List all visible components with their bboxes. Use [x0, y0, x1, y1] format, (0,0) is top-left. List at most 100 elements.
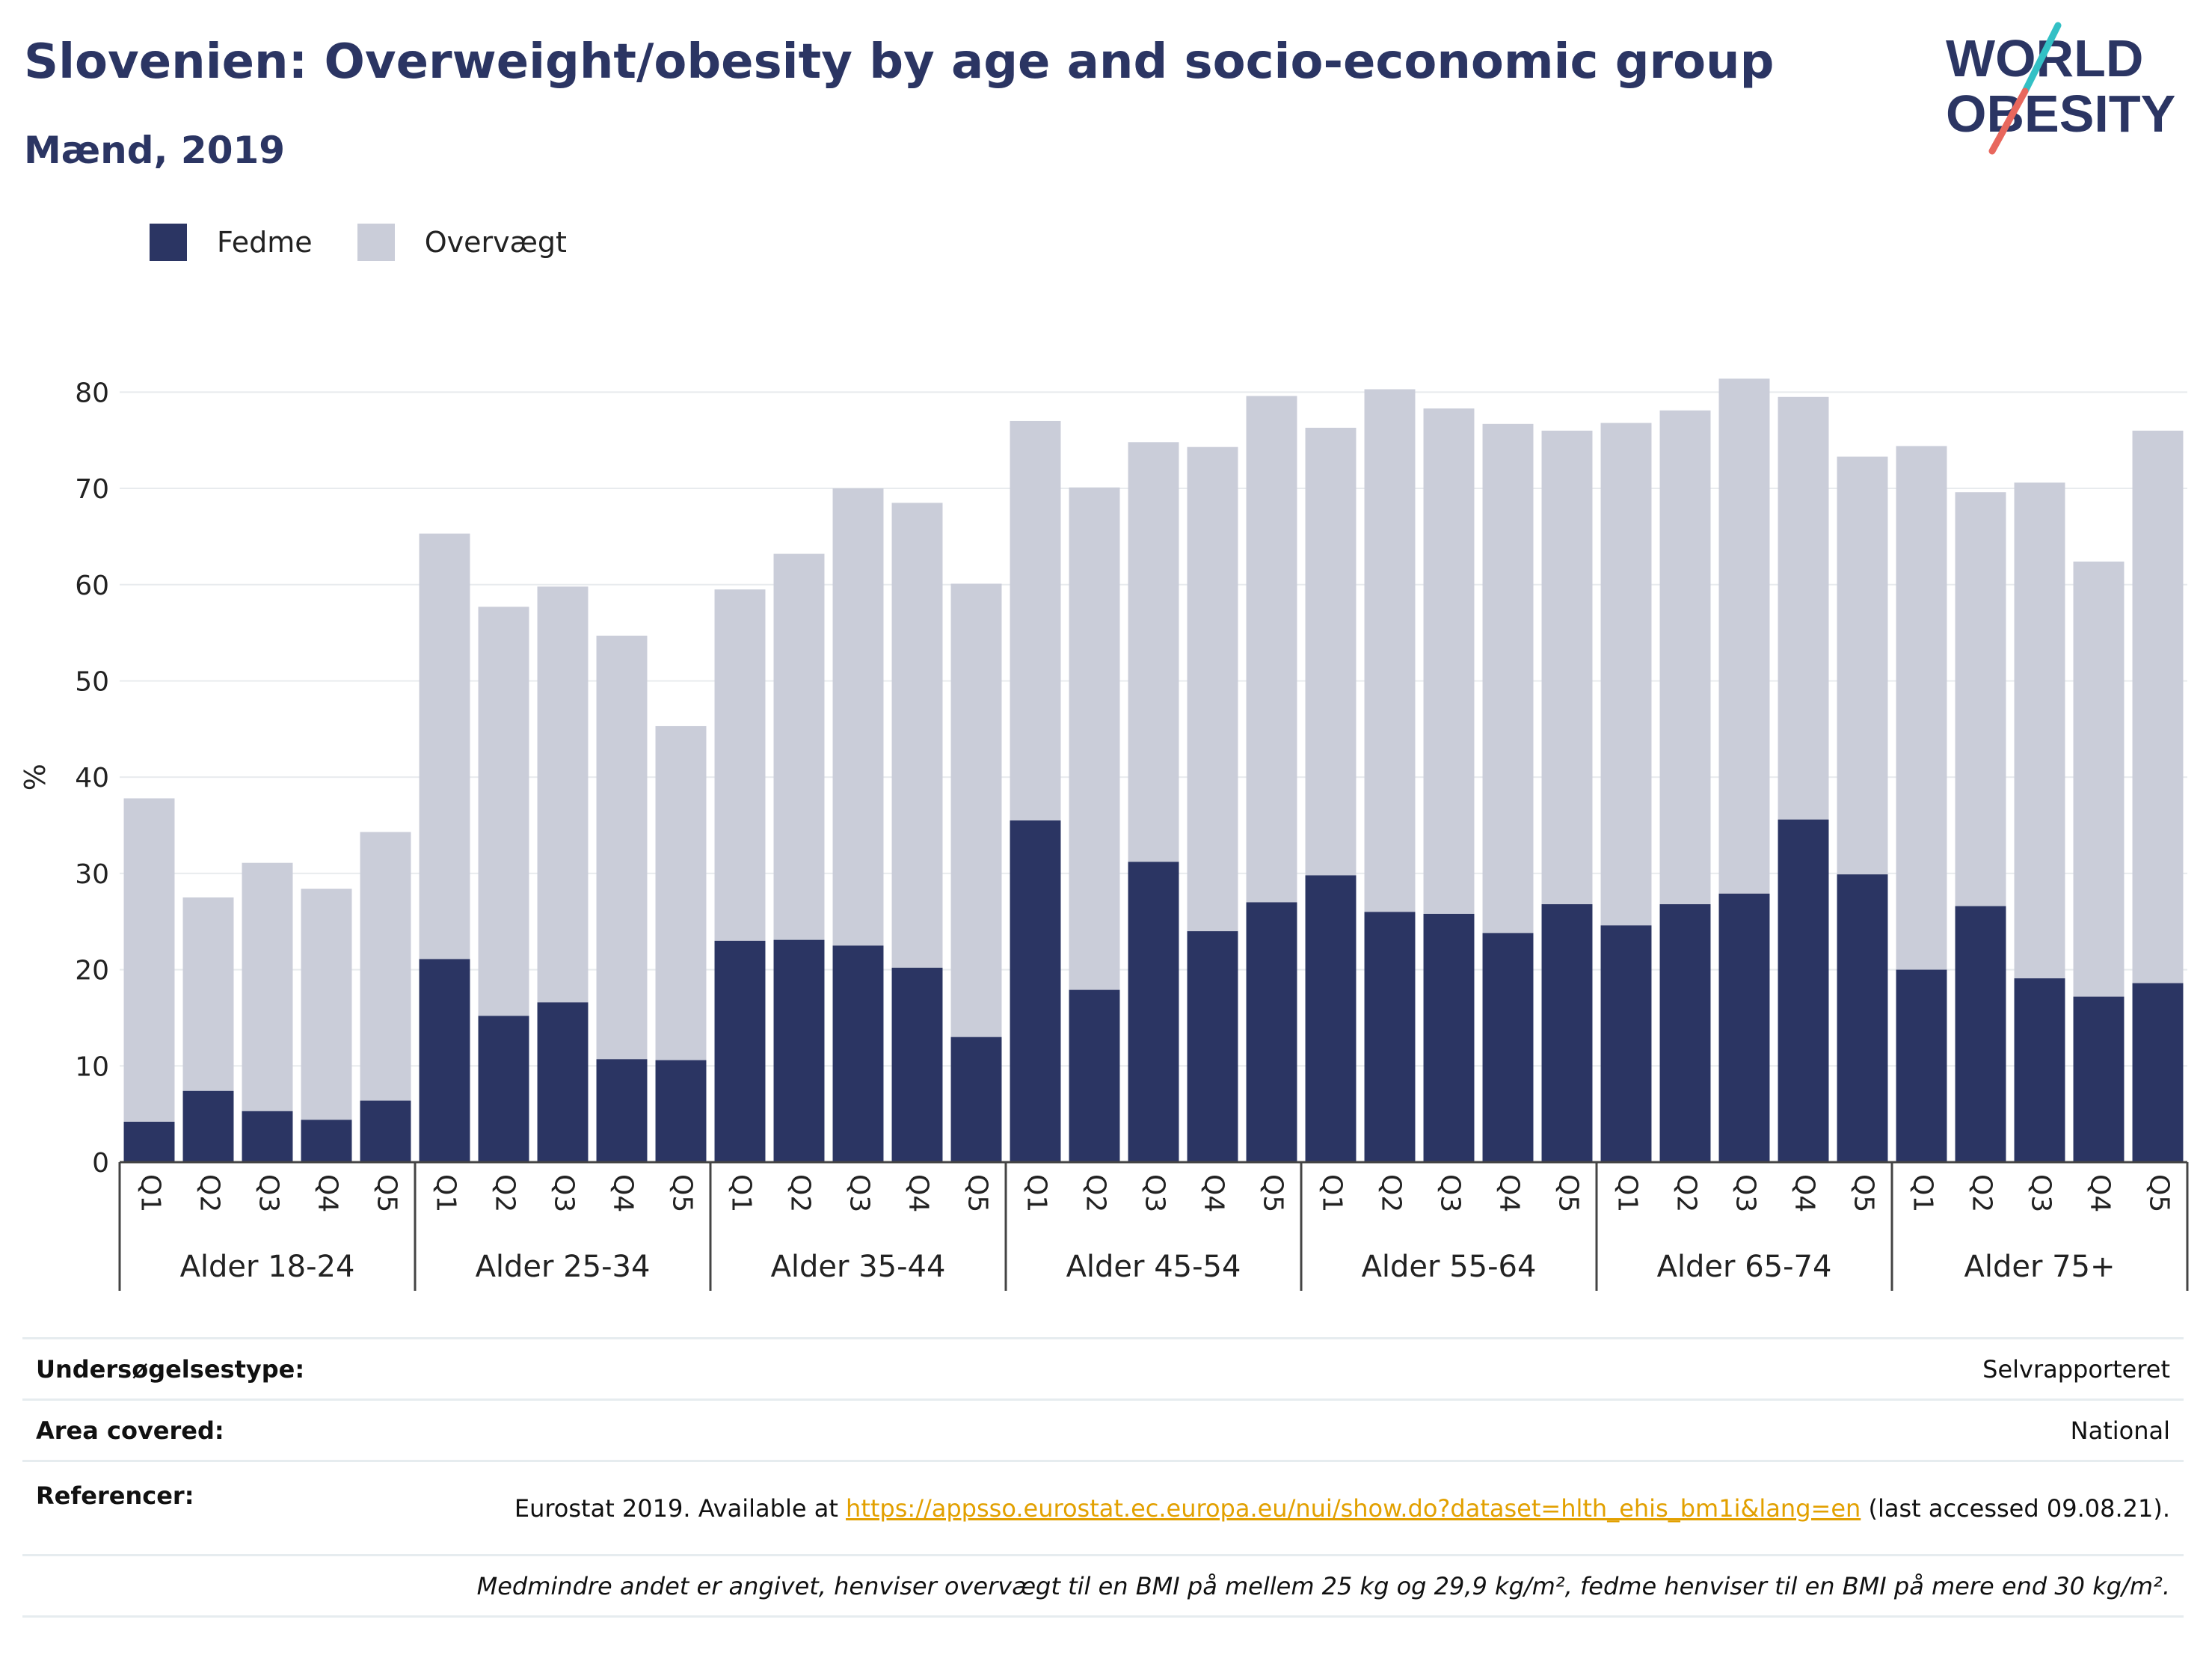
- x-tick-label: Q5: [1553, 1174, 1584, 1212]
- survey-type-value: Selvrapporteret: [345, 1337, 2184, 1400]
- bar-overvaegt: [2014, 482, 2065, 979]
- y-tick-label: 10: [75, 1051, 109, 1082]
- bar-fedme: [1305, 875, 1357, 1162]
- x-tick-label: Q1: [1021, 1174, 1052, 1212]
- bar-overvaegt: [773, 553, 825, 940]
- bar-fedme: [1482, 933, 1534, 1162]
- x-tick-label: Q4: [2085, 1174, 2116, 1212]
- bar-overvaegt: [596, 635, 648, 1060]
- y-tick-label: 60: [75, 571, 109, 601]
- bar-overvaegt: [950, 583, 1002, 1037]
- bar-overvaegt: [2073, 561, 2125, 997]
- info-row-references: Referencer: Eurostat 2019. Available at …: [22, 1460, 2184, 1556]
- bar-overvaegt: [1955, 492, 2006, 906]
- x-tick-label: Q2: [1081, 1174, 1111, 1212]
- logo-word-obesity: OBESITY: [1946, 85, 2175, 143]
- bar-overvaegt: [537, 586, 589, 1003]
- bar-overvaegt: [2132, 430, 2184, 983]
- bar-overvaegt: [123, 798, 175, 1122]
- bar-fedme: [2132, 983, 2184, 1162]
- bar-overvaegt: [182, 897, 234, 1091]
- bar-fedme: [1010, 820, 1061, 1162]
- bar-fedme: [1778, 819, 1829, 1162]
- group-label: Alder 55-64: [1362, 1250, 1537, 1284]
- bar-fedme: [182, 1090, 234, 1162]
- legend-item-fedme[interactable]: Fedme: [150, 224, 313, 261]
- bar-overvaegt: [655, 725, 707, 1060]
- x-tick-label: Q1: [726, 1174, 757, 1212]
- x-tick-label: Q3: [844, 1174, 875, 1212]
- y-tick-label: 80: [75, 378, 109, 408]
- x-tick-label: Q2: [1967, 1174, 1997, 1212]
- bar-fedme: [1069, 989, 1120, 1162]
- bar-overvaegt: [1128, 442, 1179, 862]
- bar-fedme: [714, 940, 766, 1162]
- chart-legend: Fedme Overvægt: [150, 221, 612, 263]
- bar-overvaegt: [1778, 396, 1829, 820]
- info-table: Undersøgelsestype: Selvrapporteret Area …: [22, 1337, 2184, 1618]
- bar-fedme: [478, 1016, 529, 1162]
- group-label: Alder 18-24: [180, 1250, 355, 1284]
- bar-overvaegt: [1659, 410, 1711, 905]
- legend-label-overvaegt: Overvægt: [424, 226, 567, 259]
- x-tick-label: Q1: [1317, 1174, 1348, 1212]
- x-tick-label: Q1: [135, 1174, 166, 1212]
- x-tick-label: Q5: [1258, 1174, 1288, 1212]
- group-label: Alder 65-74: [1657, 1250, 1832, 1284]
- bar-overvaegt: [478, 607, 529, 1016]
- bar-overvaegt: [419, 533, 470, 959]
- bar-overvaegt: [360, 832, 411, 1101]
- group-label: Alder 45-54: [1066, 1250, 1241, 1284]
- bar-overvaegt: [1069, 487, 1120, 990]
- x-tick-label: Q2: [785, 1174, 816, 1212]
- bar-overvaegt: [891, 503, 943, 968]
- y-tick-label: 50: [75, 666, 109, 697]
- bar-fedme: [1128, 862, 1179, 1162]
- info-row-area: Area covered: National: [22, 1398, 2184, 1461]
- bar-fedme: [123, 1121, 175, 1162]
- bar-overvaegt: [1246, 396, 1297, 903]
- x-tick-label: Q5: [962, 1174, 993, 1212]
- bar-fedme: [242, 1111, 293, 1162]
- legend-swatch-fedme: [150, 224, 187, 261]
- x-tick-label: Q3: [1140, 1174, 1170, 1212]
- x-tick-label: Q2: [1376, 1174, 1407, 1212]
- area-covered-value: National: [345, 1398, 2184, 1461]
- area-covered-label: Area covered:: [22, 1398, 345, 1461]
- bar-overvaegt: [1423, 408, 1475, 914]
- x-tick-label: Q1: [1612, 1174, 1643, 1212]
- x-tick-label: Q3: [1730, 1174, 1761, 1212]
- logo-slash-red: [1988, 87, 2029, 155]
- y-tick-label: 40: [75, 763, 109, 793]
- x-tick-label: Q1: [1908, 1174, 1938, 1212]
- bar-fedme: [1364, 912, 1416, 1162]
- group-label: Alder 25-34: [476, 1250, 651, 1284]
- x-tick-label: Q5: [1849, 1174, 1879, 1212]
- bar-fedme: [1246, 902, 1297, 1162]
- x-tick-label: Q5: [372, 1174, 402, 1212]
- bar-fedme: [1718, 893, 1770, 1162]
- bar-fedme: [2014, 978, 2065, 1162]
- legend-item-overvaegt[interactable]: Overvægt: [357, 224, 567, 261]
- x-tick-label: Q3: [549, 1174, 580, 1212]
- logo-slash-teal: [2021, 22, 2062, 95]
- x-tick-label: Q5: [667, 1174, 698, 1212]
- x-tick-label: Q4: [1199, 1174, 1229, 1212]
- x-tick-label: Q4: [313, 1174, 343, 1212]
- bar-fedme: [537, 1002, 589, 1162]
- definition-note: Medmindre andet er angivet, henviser ove…: [22, 1554, 2184, 1618]
- bar-fedme: [1187, 931, 1238, 1162]
- bar-fedme: [360, 1100, 411, 1162]
- bar-fedme: [950, 1037, 1002, 1162]
- reference-suffix: (last accessed 09.08.21).: [1861, 1493, 2170, 1523]
- bar-overvaegt: [242, 862, 293, 1111]
- legend-label-fedme: Fedme: [217, 226, 313, 259]
- x-tick-label: Q4: [608, 1174, 639, 1212]
- bar-overvaegt: [1718, 378, 1770, 894]
- bar-overvaegt: [1187, 446, 1238, 932]
- bar-fedme: [2073, 996, 2125, 1162]
- bar-fedme: [1600, 925, 1652, 1162]
- reference-link[interactable]: https://appsso.eurostat.ec.europa.eu/nui…: [846, 1493, 1861, 1523]
- references-value: Eurostat 2019. Available at https://apps…: [345, 1460, 2184, 1556]
- bar-overvaegt: [832, 488, 884, 946]
